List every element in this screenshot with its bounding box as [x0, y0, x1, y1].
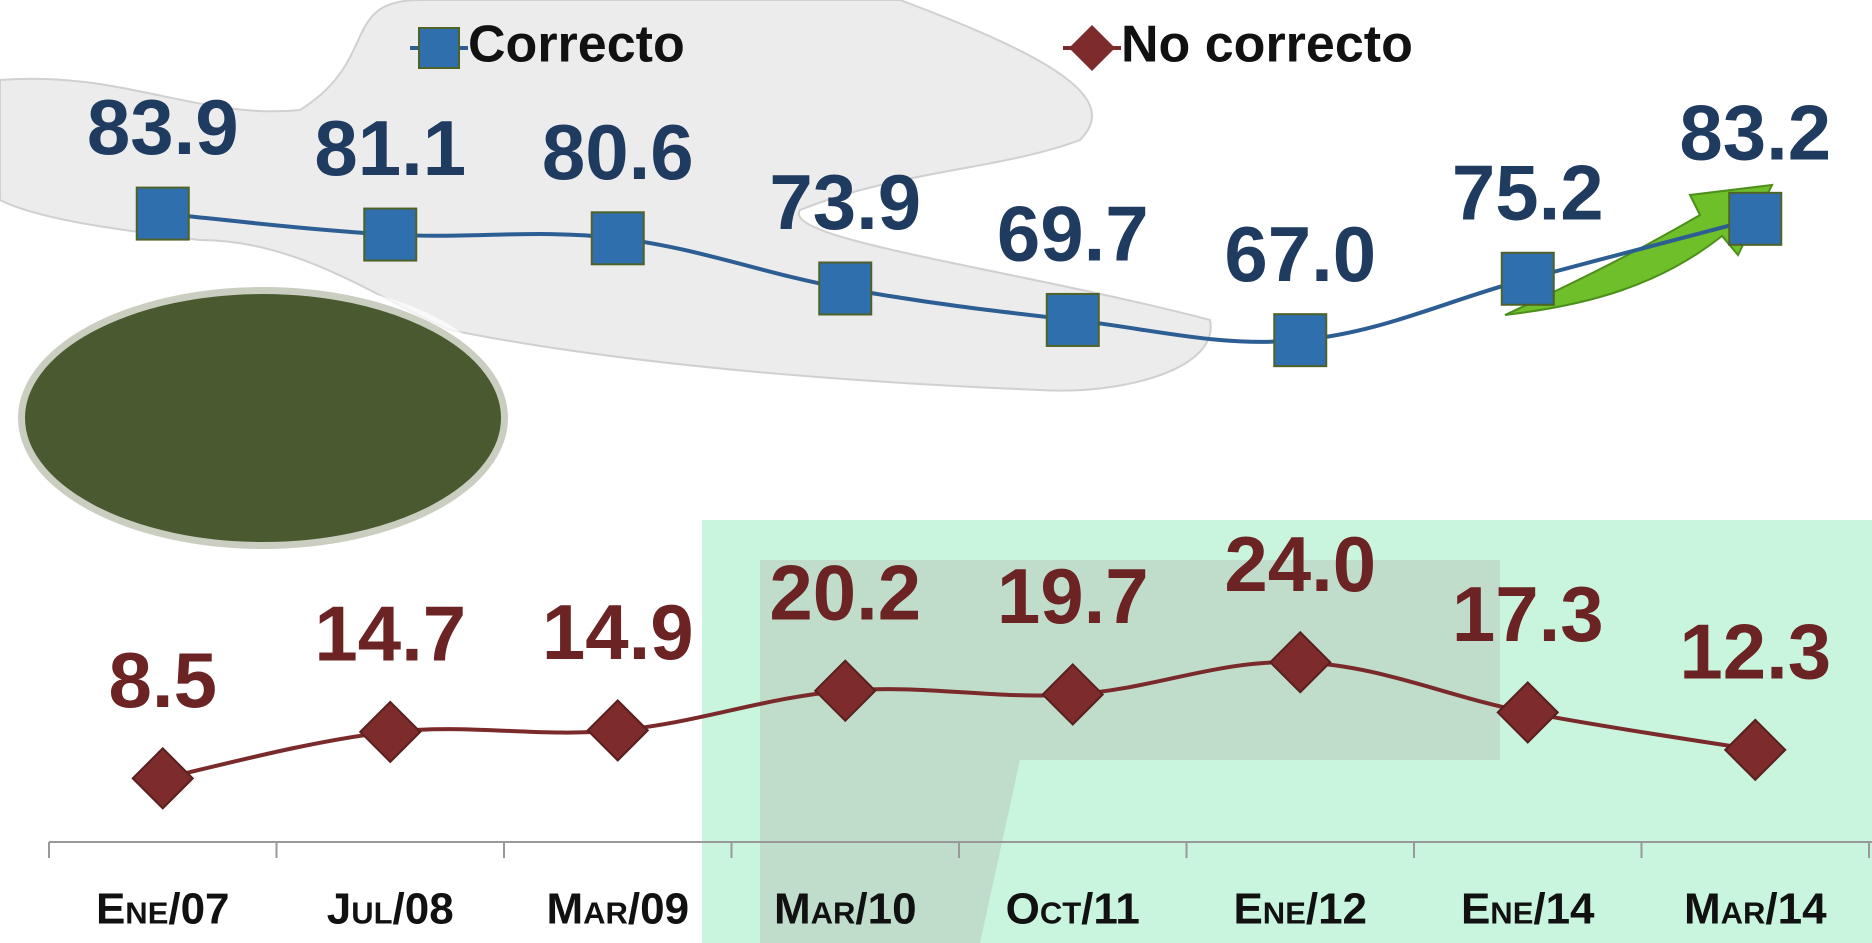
marker	[1268, 630, 1332, 694]
marker	[1728, 191, 1783, 246]
marker	[1500, 251, 1555, 306]
marker	[358, 700, 422, 764]
value-label: 67.0	[1224, 210, 1376, 298]
value-label: 80.6	[542, 108, 694, 196]
photo-fade	[11, 280, 515, 556]
value-label: 24.0	[1224, 520, 1376, 608]
value-label: 75.2	[1452, 148, 1604, 236]
series-line	[162, 660, 1756, 781]
x-tick-label: Jul/08	[327, 885, 454, 934]
value-label: 14.9	[542, 588, 694, 676]
soldiers-photo	[18, 287, 508, 549]
legend-marker	[418, 27, 460, 69]
legend-label: Correcto	[468, 16, 685, 74]
value-label: 17.3	[1452, 570, 1604, 658]
value-label: 14.7	[314, 590, 466, 678]
x-tick-label: Mar/14	[1684, 885, 1827, 934]
marker	[1723, 718, 1787, 782]
value-label: 19.7	[997, 552, 1149, 640]
marker	[590, 211, 645, 266]
x-tick-label: Oct/11	[1006, 885, 1140, 934]
x-tick-label: Ene/07	[96, 885, 230, 934]
x-tick-label: Mar/09	[546, 885, 689, 934]
series-line	[162, 211, 1756, 344]
value-label: 73.9	[769, 158, 921, 246]
value-label: 83.9	[87, 83, 239, 171]
marker	[1041, 663, 1105, 726]
value-label: 8.5	[109, 636, 217, 724]
value-label: 81.1	[314, 104, 466, 192]
legend-marker	[1069, 25, 1115, 71]
marker	[131, 746, 195, 810]
marker	[1273, 313, 1328, 368]
legend-label: No correcto	[1121, 16, 1413, 74]
marker	[1496, 681, 1560, 744]
value-label: 83.2	[1679, 88, 1831, 176]
marker	[818, 261, 873, 316]
x-tick-label: Ene/14	[1461, 885, 1595, 934]
value-label: 12.3	[1679, 607, 1831, 695]
marker	[813, 659, 877, 723]
marker	[135, 186, 190, 241]
value-label: 20.2	[769, 548, 921, 636]
value-label: 69.7	[997, 190, 1149, 278]
marker	[586, 698, 650, 762]
marker	[363, 207, 418, 262]
x-tick-label: Ene/12	[1233, 885, 1367, 934]
x-tick-label: Mar/10	[774, 885, 917, 934]
marker	[1045, 292, 1100, 347]
